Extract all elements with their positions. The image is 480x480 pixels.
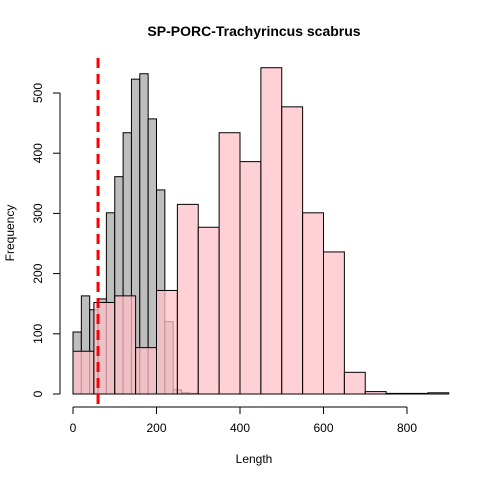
x-tick-label: 600 <box>313 421 333 435</box>
histogram-bar <box>261 68 282 394</box>
x-tick-label: 200 <box>146 421 166 435</box>
x-tick-label: 0 <box>70 421 77 435</box>
y-axis: 0 100 200 300 400 500 <box>31 83 60 398</box>
bars-layer <box>73 68 449 394</box>
chart-title: SP-PORC-Trachyrincus scabrus <box>147 23 360 39</box>
histogram-bar <box>157 290 178 394</box>
y-tick-label: 400 <box>31 143 45 163</box>
histogram-bar <box>140 74 148 394</box>
y-tick-label: 100 <box>31 323 45 343</box>
histogram-bar <box>324 252 345 394</box>
histogram-bar <box>73 351 94 394</box>
histogram-bar <box>407 393 428 394</box>
y-tick-label: 200 <box>31 263 45 283</box>
histogram-bar <box>177 204 198 394</box>
x-tick-label: 800 <box>397 421 417 435</box>
histogram-bar <box>365 392 386 394</box>
x-axis: 0 200 400 600 800 <box>70 407 418 435</box>
histogram-bar <box>136 348 157 394</box>
histogram-bar <box>115 296 136 394</box>
histogram-bar <box>240 162 261 394</box>
x-tick-label: 400 <box>230 421 250 435</box>
histogram-bar <box>282 107 303 394</box>
y-axis-label: Frequency <box>3 205 17 262</box>
histogram-bar <box>344 372 365 394</box>
y-tick-label: 500 <box>31 83 45 103</box>
y-tick-label: 0 <box>31 390 45 397</box>
histogram-bar <box>303 213 324 394</box>
histogram-bar <box>386 393 407 394</box>
x-axis-label: Length <box>236 452 273 466</box>
y-tick-label: 300 <box>31 203 45 223</box>
histogram-bar <box>428 393 449 394</box>
histogram-bar <box>198 227 219 394</box>
histogram-bar <box>219 133 240 394</box>
